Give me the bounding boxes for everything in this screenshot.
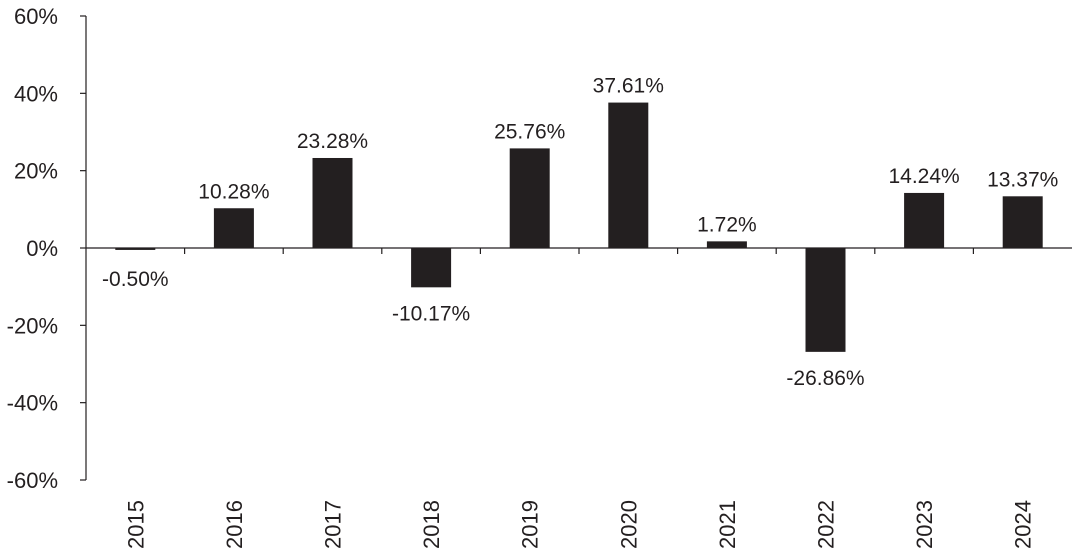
- y-tick-label: 60%: [14, 4, 58, 29]
- y-tick-label: -20%: [7, 313, 58, 338]
- bar-2015: [115, 248, 156, 250]
- bar-2021: [706, 241, 747, 248]
- data-label-2019: 25.76%: [494, 120, 565, 143]
- x-tick-label-2017: 2017: [321, 500, 346, 549]
- x-tick-label-2016: 2016: [222, 500, 247, 549]
- data-label-2022: -26.86%: [786, 367, 864, 390]
- x-tick-label-2019: 2019: [518, 500, 543, 549]
- y-tick-label: -40%: [7, 391, 58, 416]
- x-tick-label-2023: 2023: [912, 500, 937, 549]
- data-label-2023: 14.24%: [888, 165, 959, 188]
- y-tick-label: 0%: [26, 236, 58, 261]
- data-label-2020: 37.61%: [593, 75, 664, 98]
- data-label-2017: 23.28%: [297, 130, 368, 153]
- y-tick-label: 20%: [14, 159, 58, 184]
- y-tick-label: 40%: [14, 81, 58, 106]
- x-tick-label-2015: 2015: [123, 500, 148, 549]
- data-label-2024: 13.37%: [987, 168, 1058, 191]
- data-label-2018: -10.17%: [392, 302, 470, 325]
- x-tick-label-2024: 2024: [1011, 500, 1036, 549]
- data-label-2016: 10.28%: [198, 180, 269, 203]
- x-tick-label-2020: 2020: [616, 500, 641, 549]
- bar-2022: [805, 248, 846, 352]
- labels-layer: 60% 40% 20% 0% -20% -40% -60% -0.50% 2015 10.28% 2…: [7, 4, 1059, 549]
- x-tick-label-2022: 2022: [814, 500, 839, 549]
- bars-layer: [115, 102, 1043, 352]
- bar-2017: [312, 157, 353, 248]
- bar-2023: [904, 192, 945, 248]
- data-label-2015: -0.50%: [102, 268, 169, 291]
- bar-2020: [608, 102, 649, 248]
- x-tick-label-2021: 2021: [715, 500, 740, 549]
- bar-2019: [509, 148, 550, 248]
- x-tick-label-2018: 2018: [419, 500, 444, 549]
- bar-2018: [411, 248, 452, 288]
- y-tick-label: -60%: [7, 468, 58, 493]
- data-label-2021: 1.72%: [697, 213, 757, 236]
- bar-2024: [1002, 196, 1043, 248]
- bar-2016: [213, 208, 254, 248]
